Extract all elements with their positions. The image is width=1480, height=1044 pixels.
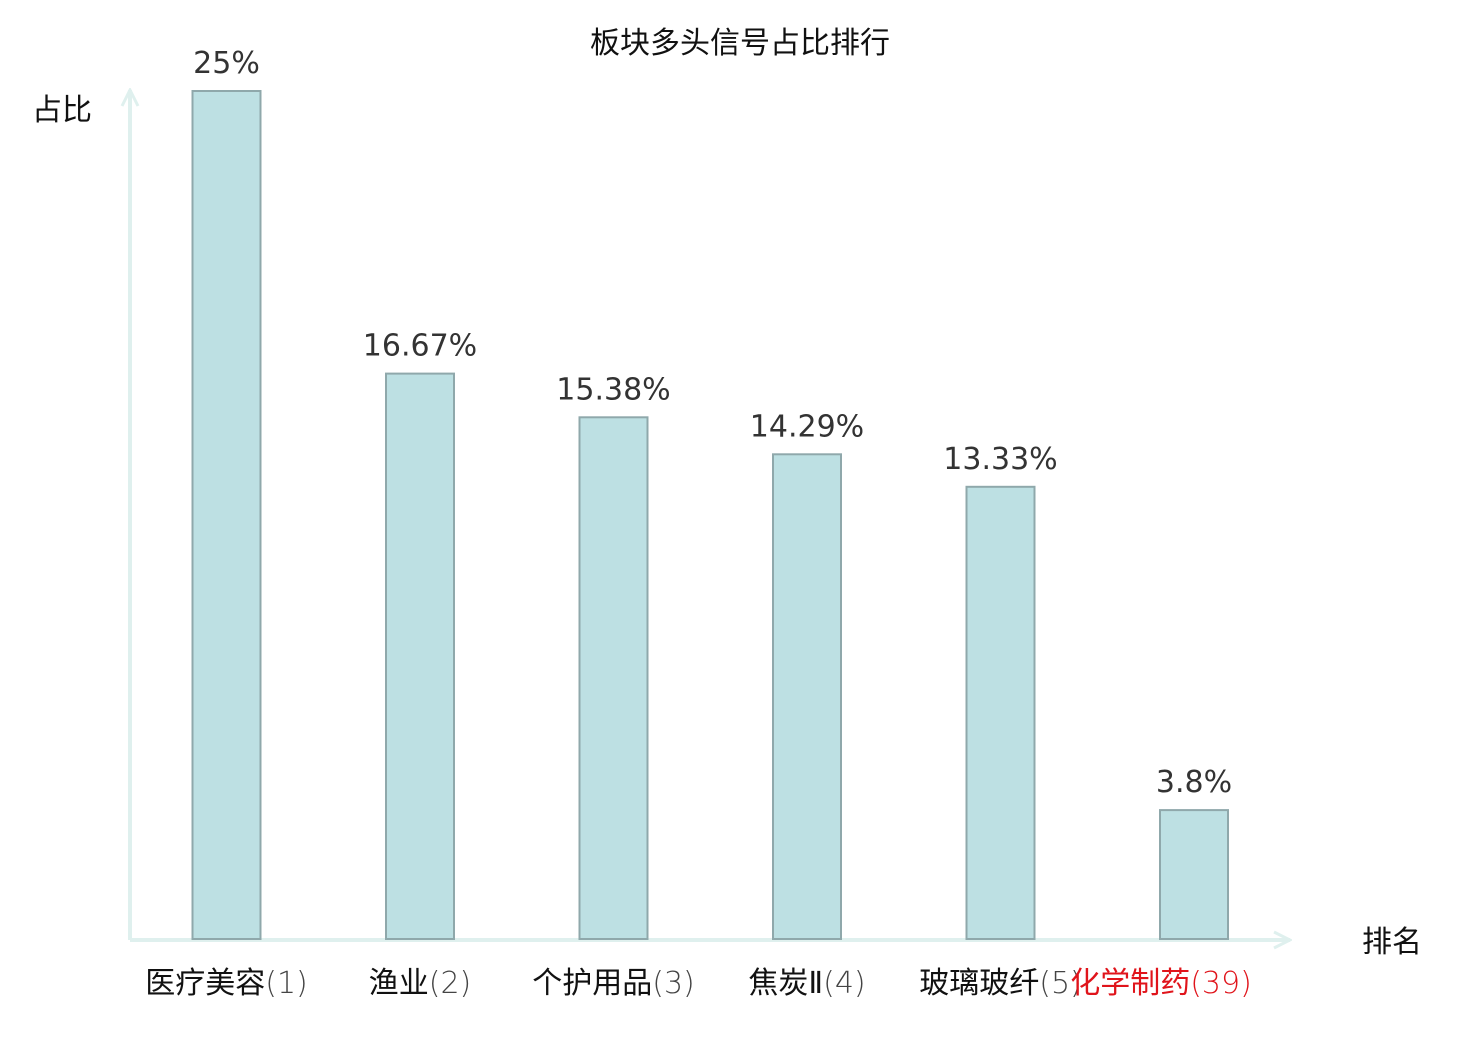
category-rank: (2) (429, 966, 472, 1001)
category-rank: (5) (1039, 966, 1082, 1001)
category-label: 个护用品(3) (532, 966, 695, 1001)
x-axis-label: 排名 (1362, 925, 1422, 960)
bar-value-label: 3.8% (1156, 765, 1232, 800)
y-axis-label: 占比 (32, 93, 92, 128)
bar (385, 372, 455, 941)
bar-value-label: 25% (193, 46, 260, 81)
bars-group (191, 90, 1229, 941)
bar-value-label: 15.38% (556, 372, 670, 407)
chart-title: 板块多头信号占比排行 (590, 26, 890, 61)
bar (965, 485, 1036, 940)
category-rank: (1) (265, 966, 308, 1001)
category-label: 玻璃玻纤(5) (919, 966, 1082, 1001)
category-labels-group: 医疗美容(1) 渔业(2) 个护用品(3) 焦炭Ⅱ(4) 玻璃玻纤(5)化学制药(39) (145, 966, 1252, 1001)
category-name: 玻璃玻纤 (919, 966, 1039, 1001)
value-labels-group: 25% 16.67% 15.38% 14.29% 13.33% 3.8% (193, 46, 1232, 800)
bar (1159, 809, 1229, 940)
bar-value-label: 14.29% (750, 409, 864, 444)
category-label: 渔业(2) (369, 966, 472, 1001)
bar (772, 453, 842, 940)
category-rank: (3) (652, 966, 695, 1001)
category-label: 焦炭Ⅱ(4) (748, 966, 865, 1001)
category-rank: (4) (823, 966, 866, 1001)
category-label: 医疗美容(1) (145, 966, 308, 1001)
category-name: 个护用品 (532, 966, 652, 1001)
bar (578, 416, 649, 940)
category-name: 医疗美容 (145, 966, 265, 1001)
category-name: 化学制药 (1070, 966, 1190, 1001)
category-label: 化学制药(39) (1070, 966, 1252, 1001)
bar-value-label: 13.33% (943, 442, 1057, 477)
bar-value-label: 16.67% (363, 329, 477, 364)
category-name: 焦炭Ⅱ (748, 966, 823, 1001)
category-rank: (39) (1190, 966, 1252, 1001)
category-name: 渔业 (369, 966, 429, 1001)
bar (191, 90, 262, 940)
